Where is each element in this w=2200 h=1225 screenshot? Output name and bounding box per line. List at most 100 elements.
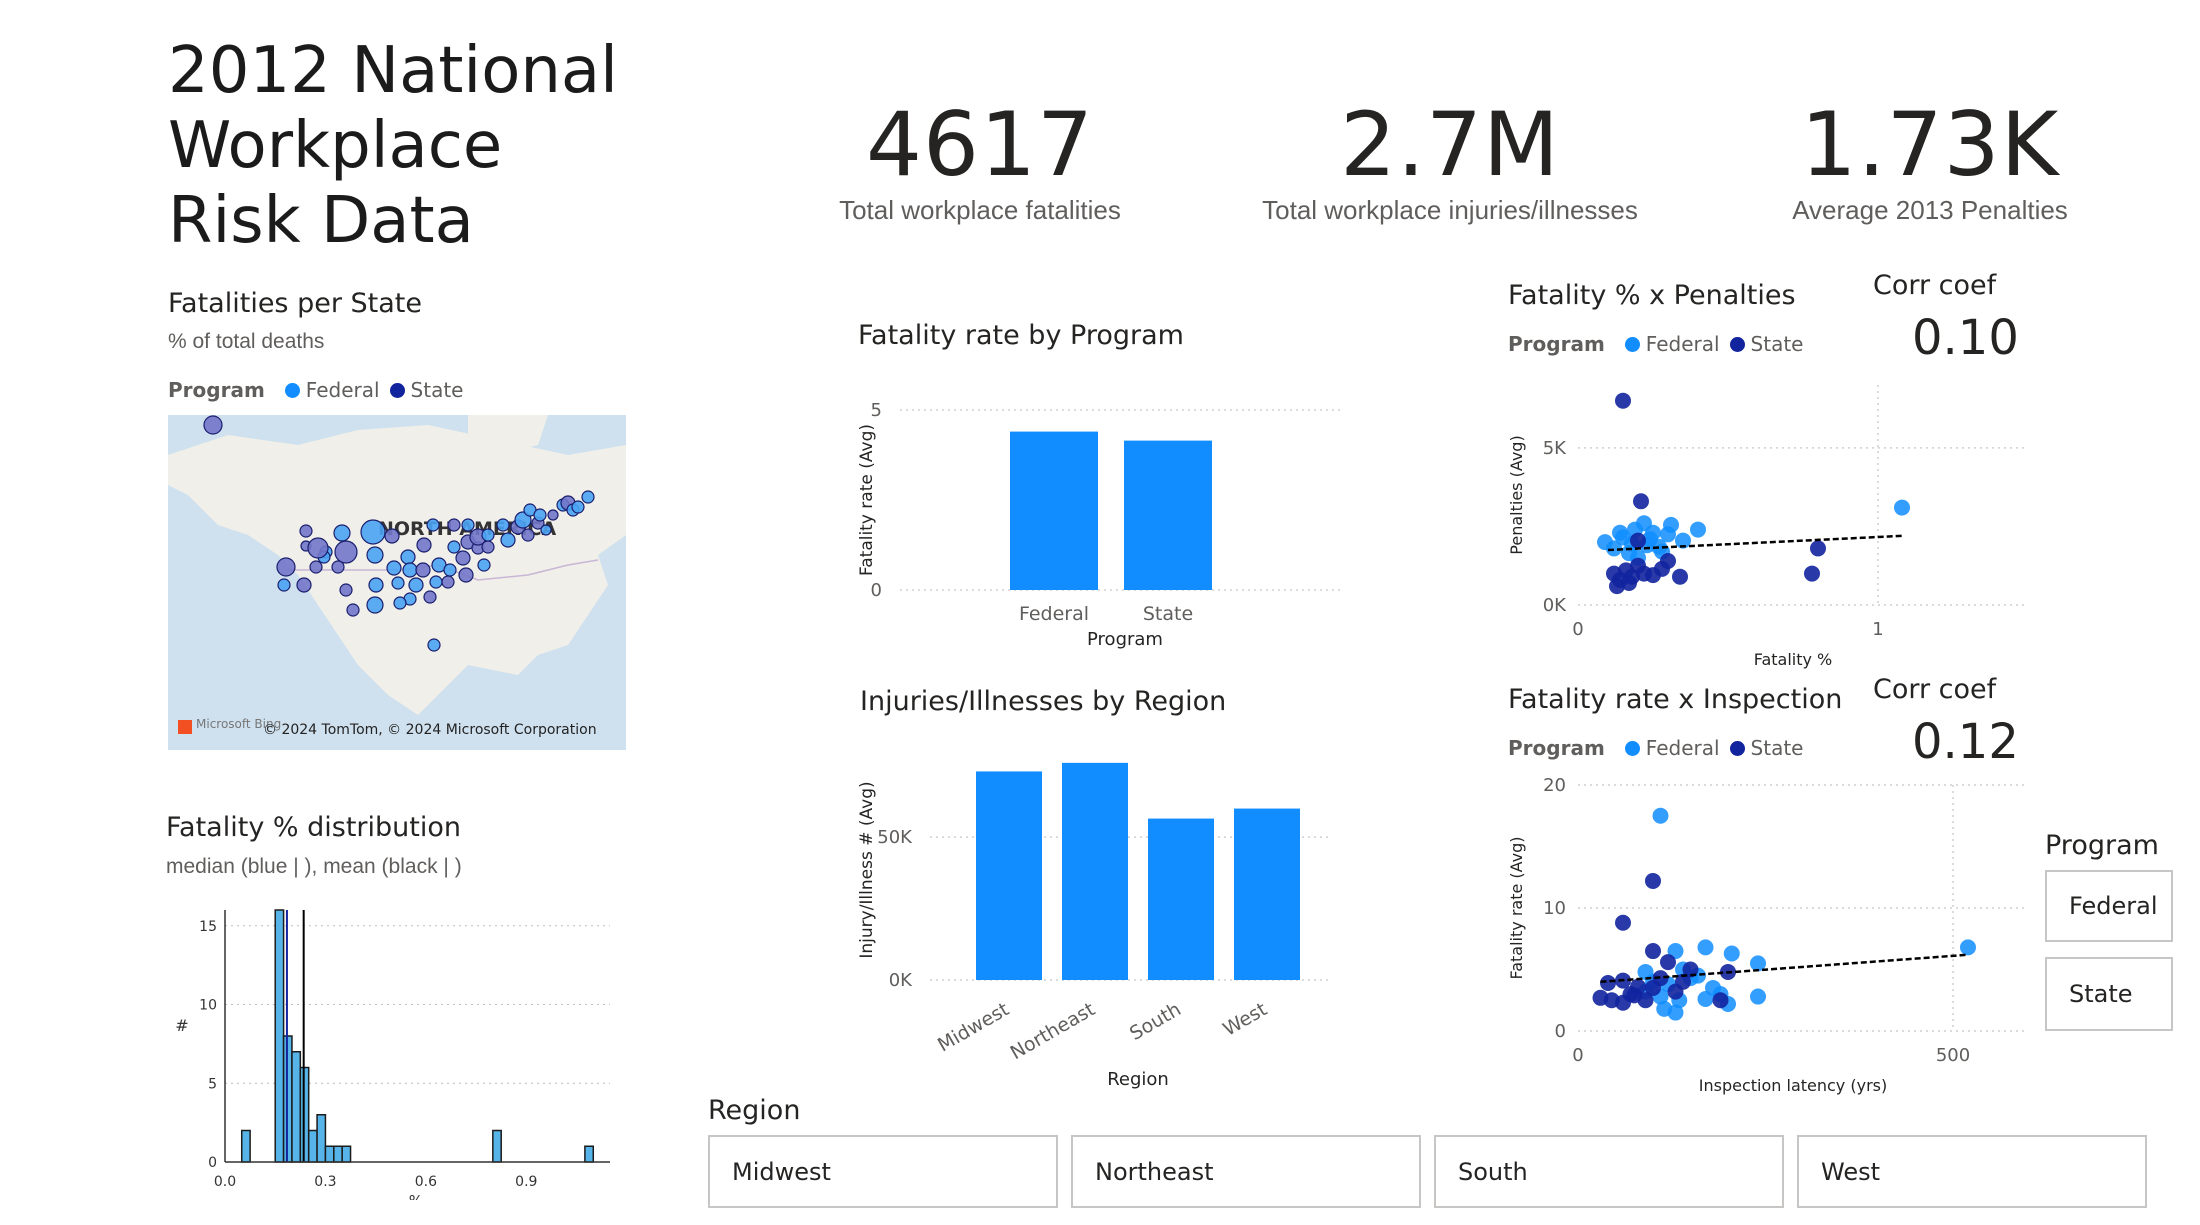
scatter-point-federal <box>1894 499 1910 516</box>
map-bubbles[interactable] <box>203 415 595 652</box>
kpi-label: Total workplace fatalities <box>839 195 1121 225</box>
kpi-value: 2.7M <box>1340 93 1560 196</box>
scatter-point-federal <box>1606 540 1622 557</box>
bar-west <box>1234 808 1300 980</box>
kpi-total-injuries: 2.7M Total workplace injuries/illnesses <box>1230 95 1670 226</box>
scatter-point-state <box>1712 992 1729 1009</box>
map-bubble <box>415 562 431 578</box>
kpi-total-fatalities: 4617 Total workplace fatalities <box>810 95 1150 226</box>
greenland-shape <box>468 415 548 455</box>
scatter-point-state <box>1672 568 1688 585</box>
legend-state: State <box>1750 332 1804 356</box>
map-bubble <box>458 567 474 583</box>
region-chart-title: Injuries/Illnesses by Region <box>860 686 1227 717</box>
y-axis-title: Fatality rate (Avg) <box>1507 836 1526 979</box>
map-bubble <box>203 415 223 435</box>
histogram-bar <box>274 909 285 1163</box>
y-tick-label: 0 <box>208 1155 217 1171</box>
bar-northeast <box>1062 762 1128 980</box>
map-bubble <box>408 577 424 593</box>
map-bubble <box>333 524 351 542</box>
x-tick-label: Northeast <box>1007 998 1099 1064</box>
histogram-bar <box>291 1051 302 1163</box>
map-bubble <box>307 537 329 559</box>
x-tick-label: State <box>1143 603 1193 625</box>
y-tick-label: 10 <box>199 998 217 1014</box>
map-bubble <box>416 537 432 553</box>
map-bubble <box>514 511 532 529</box>
program-option-federal[interactable]: Federal <box>2045 870 2173 942</box>
x-tick-label: 1 <box>1872 619 1883 640</box>
y-tick-label: 0 <box>1555 1021 1566 1042</box>
scatter-point-state <box>1615 914 1631 931</box>
x-tick-label: 0.6 <box>415 1174 437 1190</box>
x-tick-label: 0.0 <box>214 1174 236 1190</box>
scatter-point-state <box>1609 578 1625 595</box>
scatter-point-state <box>1675 973 1691 990</box>
y-tick-label: 50K <box>877 827 913 848</box>
program-option-state[interactable]: State <box>2045 957 2173 1031</box>
scatter-point-federal <box>1697 991 1714 1008</box>
map-attribution: © 2024 TomTom, © 2024 Microsoft Corporat… <box>263 722 597 738</box>
map-bubble <box>299 524 313 538</box>
map-bubble <box>366 596 384 614</box>
bar-south <box>1148 818 1214 980</box>
map-bubble <box>384 528 400 544</box>
x-axis-title: Fatality % <box>1754 650 1833 669</box>
x-tick-label: Federal <box>1019 603 1089 625</box>
y-tick-label: 0K <box>889 970 913 991</box>
region-option-west[interactable]: West <box>1797 1135 2147 1208</box>
legend-title: Program <box>168 378 265 402</box>
histogram-chart[interactable]: 0 5 10 15 0.0 0.3 0.6 0.9% # <box>160 890 630 1200</box>
map-bubble <box>391 576 405 590</box>
region-option-south[interactable]: South <box>1434 1135 1784 1208</box>
map-canvas[interactable]: NORTH AMERICA Microsoft Bing © 2024 TomT… <box>168 415 626 750</box>
y-tick-label: 10 <box>1543 898 1566 919</box>
map-bubble <box>366 546 384 564</box>
scatter-point-state <box>1660 553 1676 569</box>
map-bubble <box>447 518 461 532</box>
penalty-scatter-legend: Program Federal State <box>1508 332 1803 356</box>
map-bubble <box>368 577 384 593</box>
map-bubble <box>393 596 407 610</box>
map-bubble <box>423 590 437 604</box>
scatter-point-state <box>1600 975 1616 992</box>
map-bubble <box>441 575 455 589</box>
y-tick-label: 5 <box>208 1076 217 1092</box>
x-axis-title: % <box>409 1192 423 1200</box>
histogram-subtitle: median (blue | ), mean (black | ) <box>166 855 462 878</box>
histogram-bar <box>324 1145 335 1163</box>
region-option-midwest[interactable]: Midwest <box>708 1135 1058 1208</box>
histogram-bar <box>341 1145 352 1163</box>
inspection-scatter-chart[interactable]: 0 10 20 0 500 Inspection latency (yrs) Fatalit… <box>1500 775 2030 1095</box>
map-bubble <box>533 508 547 522</box>
map-bubble <box>447 540 461 554</box>
state-legend-dot <box>1729 740 1745 756</box>
scatter-point-federal <box>1652 807 1669 824</box>
map-bubble <box>426 518 440 532</box>
program-bar-chart[interactable]: 0 5 Federal State Program Fatality rate (Avg) <box>850 390 1350 660</box>
scatter-point-federal <box>1637 963 1654 980</box>
corr-label: Corr coef <box>1873 674 1997 705</box>
scatter-point-federal <box>1690 521 1706 538</box>
legend-state: State <box>410 378 464 402</box>
histogram-bar <box>584 1145 595 1163</box>
map-bubble <box>276 557 296 577</box>
histogram-bar <box>240 1129 251 1163</box>
penalty-scatter-chart[interactable]: 0K 5K 0 1 Fatality % Penalties (Avg) <box>1500 375 2030 675</box>
x-tick-label: 0 <box>1572 619 1583 640</box>
scatter-point-state <box>1630 532 1646 549</box>
bar-federal <box>1010 431 1098 590</box>
map-bubble <box>581 490 595 504</box>
scatter-point-state <box>1626 987 1643 1004</box>
x-tick-label: West <box>1219 998 1270 1040</box>
scatter-point-state <box>1660 954 1676 971</box>
map-provider: Microsoft Bing <box>196 717 281 731</box>
map-bubble <box>461 518 475 532</box>
bar-midwest <box>976 771 1042 980</box>
federal-legend-dot <box>1624 336 1640 352</box>
region-option-northeast[interactable]: Northeast <box>1071 1135 1421 1208</box>
map-bubble <box>500 532 516 548</box>
y-tick-label: 0K <box>1543 595 1567 616</box>
